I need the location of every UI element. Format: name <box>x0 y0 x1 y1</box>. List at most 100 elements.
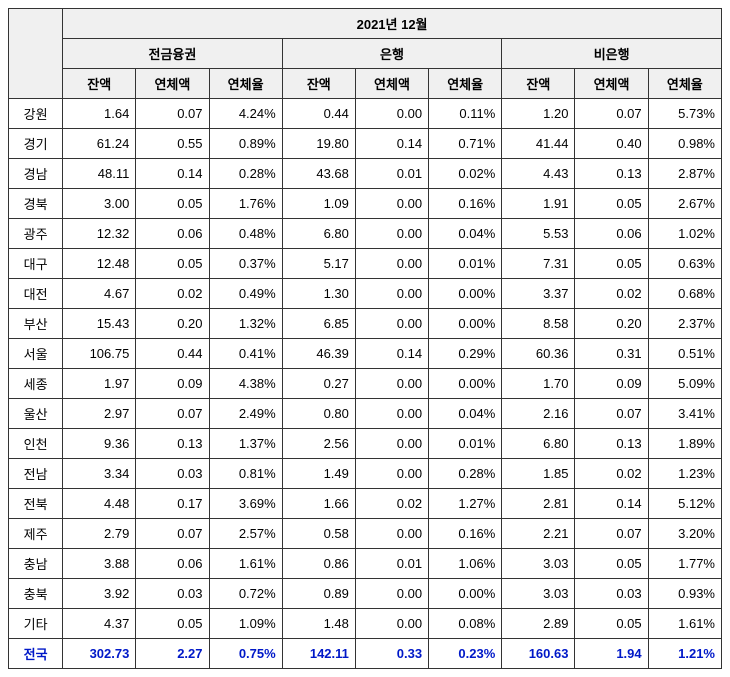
data-cell: 5.12% <box>648 489 721 519</box>
table-row-total: 전국302.732.270.75%142.110.330.23%160.631.… <box>9 639 722 669</box>
data-cell: 2.57% <box>209 519 282 549</box>
data-cell: 1.02% <box>648 219 721 249</box>
region-cell: 전국 <box>9 639 63 669</box>
data-cell: 1.89% <box>648 429 721 459</box>
data-cell: 0.00 <box>355 609 428 639</box>
data-cell: 0.07 <box>575 519 648 549</box>
data-cell: 0.00 <box>355 459 428 489</box>
data-cell: 0.89 <box>282 579 355 609</box>
data-cell: 0.01 <box>355 159 428 189</box>
subcol-header: 연체액 <box>355 69 428 99</box>
region-cell: 세종 <box>9 369 63 399</box>
data-cell: 0.44 <box>282 99 355 129</box>
data-cell: 3.92 <box>63 579 136 609</box>
data-cell: 0.01% <box>429 249 502 279</box>
data-cell: 0.03 <box>136 579 209 609</box>
table-row: 대구12.480.050.37%5.170.000.01%7.310.050.6… <box>9 249 722 279</box>
data-cell: 0.00 <box>355 189 428 219</box>
data-cell: 48.11 <box>63 159 136 189</box>
subcol-header: 연체율 <box>648 69 721 99</box>
table-row: 전남3.340.030.81%1.490.000.28%1.850.021.23… <box>9 459 722 489</box>
data-cell: 0.05 <box>575 249 648 279</box>
data-cell: 0.81% <box>209 459 282 489</box>
data-cell: 61.24 <box>63 129 136 159</box>
region-cell: 충남 <box>9 549 63 579</box>
data-cell: 4.43 <box>502 159 575 189</box>
data-cell: 5.73% <box>648 99 721 129</box>
data-cell: 0.00 <box>355 399 428 429</box>
data-cell: 0.05 <box>136 609 209 639</box>
data-cell: 2.81 <box>502 489 575 519</box>
data-cell: 0.02 <box>355 489 428 519</box>
data-cell: 0.28% <box>429 459 502 489</box>
data-cell: 0.00 <box>355 369 428 399</box>
data-cell: 0.05 <box>136 189 209 219</box>
data-cell: 15.43 <box>63 309 136 339</box>
data-cell: 0.04% <box>429 219 502 249</box>
data-cell: 302.73 <box>63 639 136 669</box>
data-cell: 0.06 <box>136 549 209 579</box>
data-cell: 0.31 <box>575 339 648 369</box>
data-cell: 60.36 <box>502 339 575 369</box>
data-cell: 0.27 <box>282 369 355 399</box>
subcol-header: 잔액 <box>63 69 136 99</box>
data-cell: 6.80 <box>282 219 355 249</box>
region-header <box>9 9 63 99</box>
subcol-header: 연체액 <box>575 69 648 99</box>
data-cell: 1.91 <box>502 189 575 219</box>
data-cell: 0.08% <box>429 609 502 639</box>
data-cell: 0.20 <box>136 309 209 339</box>
data-cell: 0.13 <box>136 429 209 459</box>
data-cell: 3.37 <box>502 279 575 309</box>
data-cell: 0.20 <box>575 309 648 339</box>
data-cell: 0.07 <box>575 99 648 129</box>
data-cell: 142.11 <box>282 639 355 669</box>
data-cell: 0.55 <box>136 129 209 159</box>
data-cell: 4.67 <box>63 279 136 309</box>
data-cell: 2.79 <box>63 519 136 549</box>
data-cell: 0.00 <box>355 429 428 459</box>
table-row: 충남3.880.061.61%0.860.011.06%3.030.051.77… <box>9 549 722 579</box>
data-cell: 0.40 <box>575 129 648 159</box>
region-cell: 전북 <box>9 489 63 519</box>
region-cell: 대구 <box>9 249 63 279</box>
data-cell: 0.58 <box>282 519 355 549</box>
data-cell: 1.09 <box>282 189 355 219</box>
data-cell: 7.31 <box>502 249 575 279</box>
data-cell: 2.87% <box>648 159 721 189</box>
subcol-header: 잔액 <box>502 69 575 99</box>
data-cell: 0.01% <box>429 429 502 459</box>
data-cell: 3.03 <box>502 549 575 579</box>
data-cell: 1.61% <box>648 609 721 639</box>
table-row: 부산15.430.201.32%6.850.000.00%8.580.202.3… <box>9 309 722 339</box>
data-cell: 2.97 <box>63 399 136 429</box>
data-cell: 1.06% <box>429 549 502 579</box>
table-row: 강원1.640.074.24%0.440.000.11%1.200.075.73… <box>9 99 722 129</box>
data-cell: 1.32% <box>209 309 282 339</box>
data-cell: 0.68% <box>648 279 721 309</box>
data-cell: 0.02 <box>575 459 648 489</box>
data-cell: 3.34 <box>63 459 136 489</box>
data-cell: 0.00% <box>429 279 502 309</box>
data-cell: 0.75% <box>209 639 282 669</box>
data-cell: 0.37% <box>209 249 282 279</box>
data-cell: 1.66 <box>282 489 355 519</box>
data-cell: 2.89 <box>502 609 575 639</box>
table-row: 광주12.320.060.48%6.800.000.04%5.530.061.0… <box>9 219 722 249</box>
data-cell: 1.30 <box>282 279 355 309</box>
data-cell: 0.00 <box>355 219 428 249</box>
table-row: 충북3.920.030.72%0.890.000.00%3.030.030.93… <box>9 579 722 609</box>
subcol-header: 연체율 <box>429 69 502 99</box>
data-cell: 0.00 <box>355 519 428 549</box>
data-cell: 0.00% <box>429 369 502 399</box>
data-cell: 0.00% <box>429 579 502 609</box>
data-cell: 19.80 <box>282 129 355 159</box>
data-cell: 3.88 <box>63 549 136 579</box>
data-cell: 0.41% <box>209 339 282 369</box>
data-cell: 0.16% <box>429 189 502 219</box>
data-cell: 0.72% <box>209 579 282 609</box>
table-row: 대전4.670.020.49%1.300.000.00%3.370.020.68… <box>9 279 722 309</box>
data-cell: 0.04% <box>429 399 502 429</box>
data-cell: 0.09 <box>136 369 209 399</box>
data-cell: 0.44 <box>136 339 209 369</box>
